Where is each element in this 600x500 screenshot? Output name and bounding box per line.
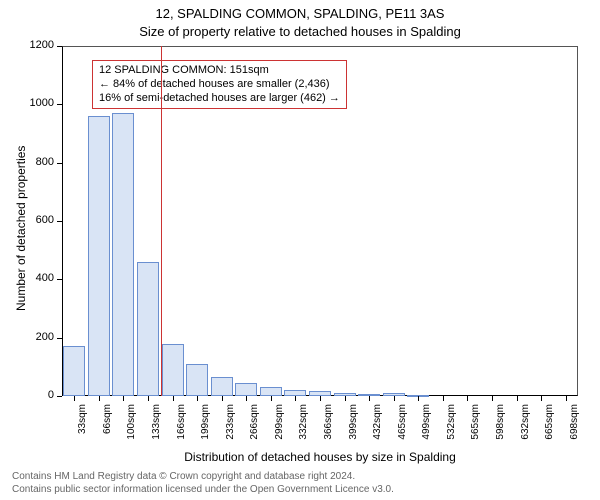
y-tick-label: 0 (24, 389, 54, 401)
x-tick-label: 632sqm (520, 404, 531, 444)
x-tick-label: 33sqm (77, 404, 88, 444)
x-tick-label: 465sqm (397, 404, 408, 444)
y-tick-label: 200 (24, 331, 54, 343)
x-tick-mark (246, 396, 247, 401)
x-tick-mark (123, 396, 124, 401)
y-tick-mark (57, 46, 62, 47)
y-axis-label: Number of detached properties (14, 146, 28, 311)
annotation-line-3: 16% of semi-detached houses are larger (… (99, 92, 340, 106)
x-tick-mark (566, 396, 567, 401)
histogram-bar (211, 377, 233, 396)
x-tick-mark (394, 396, 395, 401)
x-tick-mark (541, 396, 542, 401)
y-tick-label: 800 (24, 156, 54, 168)
chart-container: 12, SPALDING COMMON, SPALDING, PE11 3AS … (0, 0, 600, 500)
x-tick-label: 665sqm (544, 404, 555, 444)
histogram-bar (260, 387, 282, 396)
x-tick-label: 366sqm (323, 404, 334, 444)
x-tick-label: 133sqm (151, 404, 162, 444)
annotation-box: 12 SPALDING COMMON: 151sqm ← 84% of deta… (92, 60, 347, 109)
x-tick-mark (492, 396, 493, 401)
x-tick-mark (517, 396, 518, 401)
x-tick-mark (99, 396, 100, 401)
footer-line-2: Contains public sector information licen… (12, 483, 394, 496)
x-tick-mark (369, 396, 370, 401)
x-tick-label: 598sqm (495, 404, 506, 444)
x-tick-label: 332sqm (298, 404, 309, 444)
y-tick-label: 400 (24, 272, 54, 284)
histogram-bar (112, 113, 134, 396)
y-tick-label: 1200 (24, 39, 54, 51)
x-tick-mark (74, 396, 75, 401)
x-tick-label: 199sqm (200, 404, 211, 444)
x-tick-label: 532sqm (446, 404, 457, 444)
x-tick-label: 166sqm (176, 404, 187, 444)
histogram-bar (88, 116, 110, 396)
x-tick-mark (173, 396, 174, 401)
x-tick-label: 698sqm (569, 404, 580, 444)
y-tick-label: 600 (24, 214, 54, 226)
y-tick-mark (57, 221, 62, 222)
annotation-line-2: ← 84% of detached houses are smaller (2,… (99, 78, 340, 92)
histogram-bar (162, 344, 184, 397)
y-tick-mark (57, 163, 62, 164)
y-tick-mark (57, 396, 62, 397)
x-tick-mark (148, 396, 149, 401)
x-tick-label: 233sqm (225, 404, 236, 444)
chart-title-address: 12, SPALDING COMMON, SPALDING, PE11 3AS (0, 6, 600, 21)
x-tick-label: 499sqm (421, 404, 432, 444)
x-tick-mark (467, 396, 468, 401)
x-tick-label: 66sqm (102, 404, 113, 444)
y-tick-label: 1000 (24, 97, 54, 109)
x-tick-label: 266sqm (249, 404, 260, 444)
histogram-bar (186, 364, 208, 396)
x-axis-label: Distribution of detached houses by size … (62, 450, 578, 464)
x-tick-label: 432sqm (372, 404, 383, 444)
x-tick-label: 399sqm (348, 404, 359, 444)
histogram-bar (137, 262, 159, 396)
histogram-bar (235, 383, 257, 396)
x-tick-mark (345, 396, 346, 401)
x-tick-mark (320, 396, 321, 401)
footer-line-1: Contains HM Land Registry data © Crown c… (12, 470, 355, 483)
x-tick-label: 299sqm (274, 404, 285, 444)
x-tick-label: 100sqm (126, 404, 137, 444)
x-tick-mark (197, 396, 198, 401)
x-tick-mark (295, 396, 296, 401)
x-tick-label: 565sqm (470, 404, 481, 444)
y-tick-mark (57, 338, 62, 339)
annotation-line-1: 12 SPALDING COMMON: 151sqm (99, 64, 340, 78)
x-tick-mark (443, 396, 444, 401)
x-tick-mark (271, 396, 272, 401)
histogram-bar (63, 346, 85, 396)
y-tick-mark (57, 279, 62, 280)
chart-title-subtitle: Size of property relative to detached ho… (0, 24, 600, 39)
y-tick-mark (57, 104, 62, 105)
x-tick-mark (418, 396, 419, 401)
x-tick-mark (222, 396, 223, 401)
